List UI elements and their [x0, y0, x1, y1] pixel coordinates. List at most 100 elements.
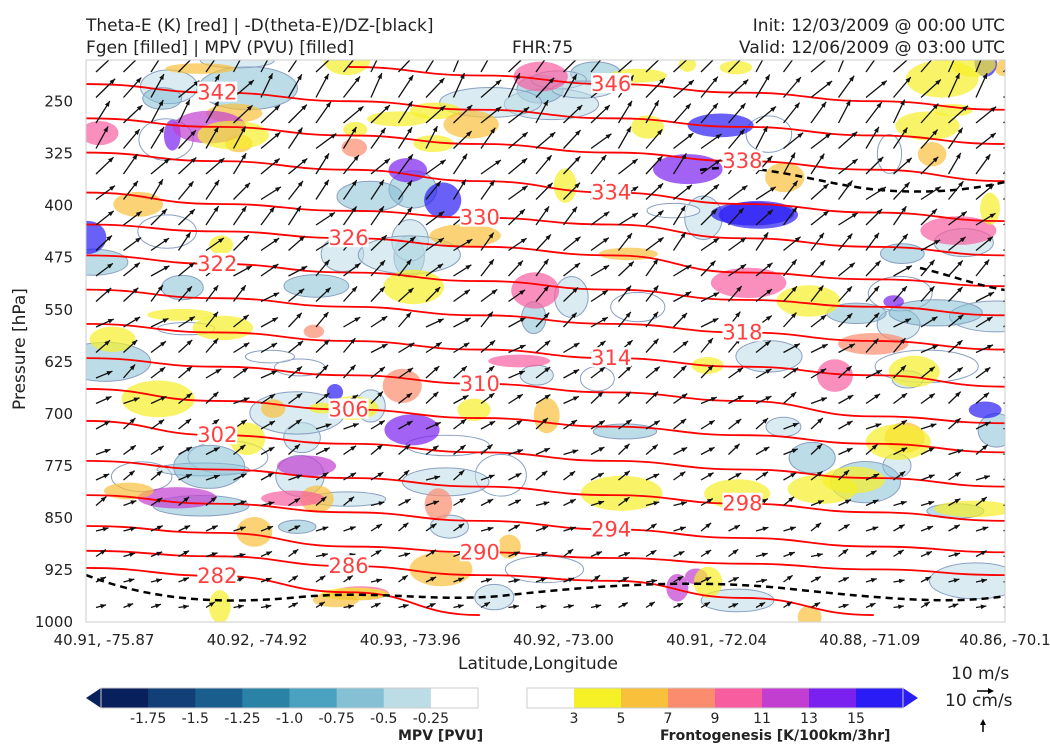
wind-vector — [535, 77, 555, 98]
colorbar-extend-left — [86, 688, 101, 708]
wind-vector — [838, 212, 859, 226]
wind-vector — [315, 447, 331, 456]
theta-e-label-bg-294 — [591, 518, 632, 539]
wind-vector — [260, 263, 279, 277]
wind-vector — [975, 421, 991, 430]
wind-vector — [948, 552, 961, 558]
wind-vector — [95, 156, 115, 175]
colorbar-tick: -0.75 — [319, 711, 355, 727]
wind-vector — [398, 60, 411, 73]
wind-vector — [700, 337, 714, 353]
mpv-cell — [929, 562, 1005, 600]
theta-e-label-bg-326 — [328, 227, 369, 248]
title-left-line2: Fgen [filled] | MPV (PVU) [filled] — [86, 38, 355, 58]
frontogenesis-cell — [710, 202, 794, 226]
wind-vector — [618, 391, 632, 404]
theta-e-label-286: 286 — [329, 554, 369, 578]
wind-vector — [123, 104, 143, 124]
wind-vector — [893, 76, 912, 98]
wind-vector — [315, 339, 330, 353]
wind-vector — [618, 602, 629, 609]
wind-vector — [342, 154, 360, 175]
wind-vector — [397, 100, 414, 124]
wind-vector — [810, 601, 821, 609]
wind-vector — [837, 75, 855, 98]
wind-vector — [288, 365, 303, 379]
wind-vector — [893, 285, 908, 302]
wind-vector — [755, 471, 769, 481]
wind-vector — [150, 208, 168, 226]
wind-vector — [232, 205, 247, 226]
wind-vector — [810, 368, 827, 379]
wind-vector — [342, 60, 355, 73]
wind-vector — [453, 604, 464, 609]
wind-vector — [975, 444, 989, 456]
mpv-cell — [745, 115, 793, 153]
wind-vector — [233, 604, 244, 609]
wind-vector — [178, 496, 190, 507]
wind-vector — [783, 574, 794, 583]
wind-vector — [672, 205, 686, 226]
mpv-cell — [977, 412, 1005, 448]
wind-vector — [783, 422, 799, 430]
theta-e-label-342: 342 — [197, 81, 237, 105]
wind-vector — [563, 577, 575, 583]
wind-vector — [425, 602, 436, 609]
wind-vector — [700, 237, 720, 252]
wind-vector — [893, 392, 908, 405]
theta-e-label-bg-330 — [459, 206, 500, 227]
wind-vector — [975, 72, 988, 98]
wind-vector — [782, 206, 798, 226]
theta-e-label-bg-298 — [722, 492, 763, 513]
wind-vector — [728, 184, 748, 201]
wind-vector — [645, 391, 659, 404]
wind-vector — [893, 500, 907, 507]
wind-vector — [673, 79, 695, 98]
wind-vector — [535, 206, 550, 226]
mpv-cell — [646, 202, 701, 219]
theta-e-label-bg-290 — [459, 541, 500, 562]
wind-vector — [755, 446, 770, 456]
wind-vector — [150, 157, 171, 175]
wind-vector — [480, 578, 493, 583]
wind-vector — [975, 496, 988, 507]
wind-vector — [122, 180, 139, 200]
wind-vector — [920, 576, 932, 583]
wind-vector — [975, 316, 993, 328]
wind-vector — [563, 262, 581, 277]
wind-vector — [370, 259, 386, 277]
wind-vector — [645, 523, 657, 532]
wind-vector — [288, 497, 301, 507]
theta-e-label-bg-334 — [591, 181, 632, 202]
wind-vector — [480, 392, 495, 405]
wind-vector — [287, 180, 304, 200]
wind-vector — [865, 423, 882, 430]
colorbar-swatch — [668, 688, 716, 708]
wind-vector — [838, 158, 859, 175]
wind-vector — [123, 287, 139, 302]
wind-vector — [563, 368, 580, 379]
wind-vector — [508, 344, 526, 354]
wind-vector — [343, 262, 361, 277]
wind-vector — [480, 79, 502, 98]
wind-vector — [260, 604, 272, 609]
wind-vector — [480, 60, 489, 73]
wind-vector — [232, 60, 241, 73]
wind-vector — [728, 472, 742, 481]
wind-vector — [425, 391, 439, 404]
wind-vector — [95, 234, 113, 251]
theta-e-label-bg-346 — [591, 73, 632, 94]
wind-vector — [178, 577, 190, 583]
wind-vector — [838, 447, 853, 456]
wind-vector — [920, 259, 936, 277]
wind-vector — [178, 60, 192, 73]
wind-vector — [810, 314, 827, 328]
init-time: Init: 12/03/2009 @ 00:00 UTC — [752, 16, 1005, 36]
x-tick-5: 40.88, -71.09 — [819, 631, 920, 649]
wind-vector — [370, 72, 383, 98]
wind-vector — [700, 396, 718, 405]
theta-e-line-282 — [86, 567, 480, 616]
wind-vector — [755, 526, 769, 532]
wind-vector — [673, 60, 688, 73]
theta-e-label-bg-338 — [722, 150, 763, 171]
